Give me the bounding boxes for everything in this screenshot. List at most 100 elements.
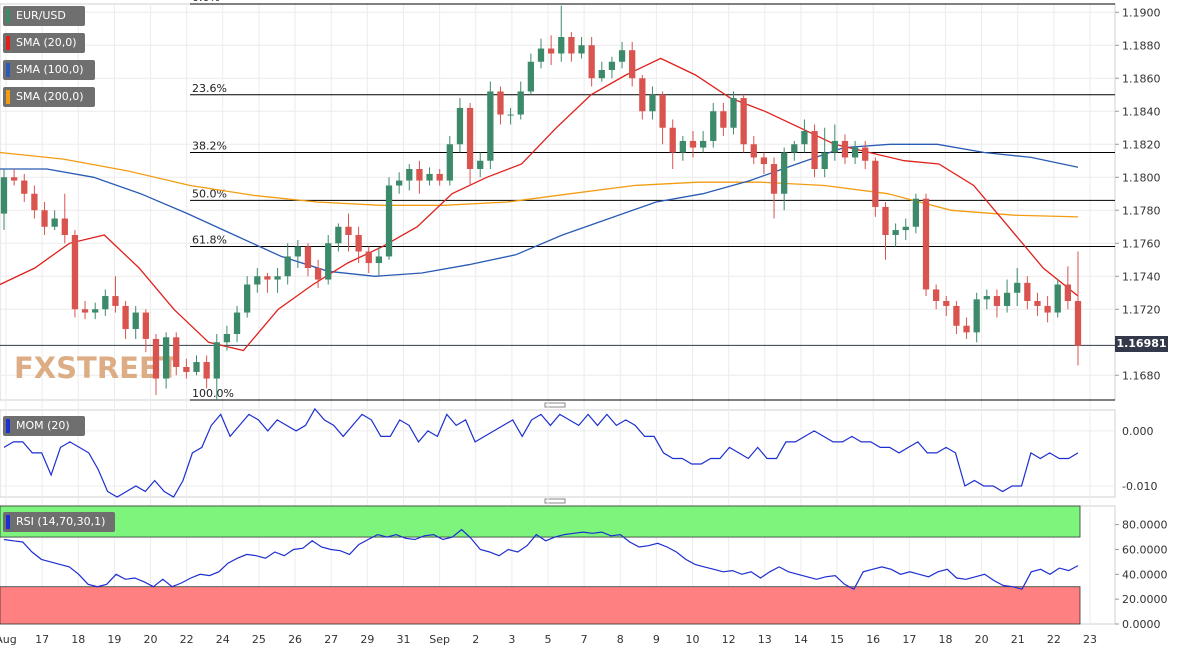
rsi-line [3,528,1079,591]
x-tick-label: 17 [902,633,916,646]
candle-body [183,367,190,372]
candle-body [61,218,68,235]
candle-body [355,235,362,252]
legend-eurusd-swatch [6,9,10,23]
candle-body [760,157,768,165]
candle-body [679,140,686,153]
watermark: FXSTREET [14,351,179,385]
candle-body [933,289,940,301]
x-tick-label: 5 [545,633,552,646]
candle-body [203,362,210,379]
candle-body [558,37,565,54]
x-tick-label: 12 [722,633,736,646]
rsi-y-tick-label: 40.0000 [1122,568,1168,581]
candle-body [831,140,838,153]
sma100-line [0,143,1079,277]
candle-body [314,268,322,280]
candle-body [294,246,301,257]
rsi-y-tick-label: 20.0000 [1122,593,1168,606]
candle-body [375,256,383,264]
legend-sma20-label: SMA (20,0) [16,36,77,49]
mom-y-tick-label: 0.000 [1122,425,1154,438]
y-tick-label: 1.1680 [1122,369,1161,382]
fib-label: 100.0% [192,387,234,400]
panel-splitter-2 [544,498,566,504]
candle-body [1024,282,1031,301]
candle-body [598,70,605,79]
candle-body [639,78,646,112]
candle-body [71,235,79,310]
x-tick-label: 26 [288,633,302,646]
candle-body [122,305,129,330]
candle-body [112,296,119,306]
legend-mom-label: MOM (20) [16,419,70,432]
fibonacci-levels: 0.0% 23.6% 38.2% 50.0% 61.8% 100.0% [0,0,1115,401]
momentum-line [3,407,1079,498]
candle-body [193,362,200,372]
candle-body [699,140,707,148]
candle-body [335,226,342,244]
fib-label: 38.2% [192,140,227,153]
y-tick-label: 1.1900 [1122,6,1161,19]
rsi-y-tick-label: 60.0000 [1122,543,1168,556]
candle-body [882,206,889,235]
candle-body [31,193,38,211]
candle-body [517,91,524,115]
legend-sma100[interactable]: SMA (100,0) [3,60,95,80]
candle-body [426,173,433,181]
legend-rsi[interactable]: RSI (14,70,30,1) [3,512,115,532]
candle-body [1003,292,1011,306]
candle-body [527,61,535,92]
legend-sma200-swatch [6,90,10,104]
x-tick-label: 8 [617,633,624,646]
candle-body [1014,282,1021,293]
x-tick-label: 2 [472,633,479,646]
candle-body [223,334,231,343]
candle-body [446,144,453,181]
candle-body [730,98,737,128]
candle-body [537,48,545,62]
x-tick-label: 20 [144,633,158,646]
candle-body [173,337,180,367]
candle-body [41,210,48,227]
candle-body [568,37,575,54]
candle-body [385,185,393,257]
fib-label: 0.0% [192,0,220,4]
candle-body [669,127,676,153]
legend-sma20[interactable]: SMA (20,0) [3,33,85,53]
candle-body [547,48,555,54]
y-tick-label: 1.1760 [1122,237,1161,250]
candle-body [983,296,990,300]
x-tick-label: 29 [360,633,374,646]
candle-body [345,226,352,235]
candle-body [851,147,859,158]
legend-sma20-swatch [6,36,10,50]
x-tick-label: 16 [866,633,880,646]
legend-eurusd[interactable]: EUR/USD [3,6,85,26]
legend-rsi-label: RSI (14,70,30,1) [16,515,106,528]
candle-body [922,198,930,290]
candle-body [943,301,950,306]
legend-mom[interactable]: MOM (20) [3,416,85,436]
legend-rsi-swatch [6,515,10,529]
legend-sma200[interactable]: SMA (200,0) [3,87,95,107]
x-tick-label: 7 [581,633,588,646]
candle-body [406,169,413,181]
candle-body [102,296,109,310]
candle-body [51,218,58,227]
x-tick-label: Sep [429,633,450,646]
x-tick-label: 31 [396,633,410,646]
candle-body [142,312,149,339]
candle-body [507,114,514,116]
x-tick-label: Aug [0,633,17,646]
candle-body [304,246,312,268]
candle-body [993,296,1001,306]
candle-body [963,325,970,333]
candle-body [396,180,403,186]
panel-splitter-1 [544,402,566,408]
legend-sma100-swatch [6,63,10,77]
x-tick-label: 17 [35,633,49,646]
candle-body [770,164,778,194]
candle-body [233,312,241,334]
